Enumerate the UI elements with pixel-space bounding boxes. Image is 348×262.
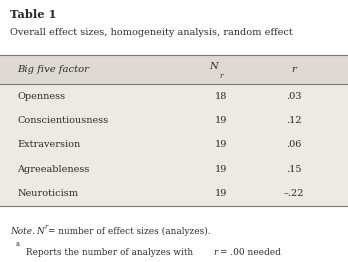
- Text: 19: 19: [215, 165, 227, 174]
- Text: r: r: [219, 72, 223, 80]
- Text: Openness: Openness: [17, 91, 65, 101]
- Text: 19: 19: [215, 116, 227, 125]
- Text: .15: .15: [286, 165, 302, 174]
- Text: Note.: Note.: [10, 227, 35, 236]
- Text: N: N: [209, 62, 218, 71]
- Text: Big five factor: Big five factor: [17, 65, 89, 74]
- Text: Overall effect sizes, homogeneity analysis, random effect: Overall effect sizes, homogeneity analys…: [10, 28, 293, 36]
- Text: Agreeableness: Agreeableness: [17, 165, 90, 174]
- Text: = .00 needed: = .00 needed: [220, 248, 281, 256]
- Text: Conscientiousness: Conscientiousness: [17, 116, 109, 125]
- Text: Extraversion: Extraversion: [17, 140, 81, 149]
- Text: 19: 19: [215, 189, 227, 198]
- Text: .03: .03: [286, 91, 302, 101]
- Text: 18: 18: [215, 91, 227, 101]
- Text: Table 1: Table 1: [10, 9, 57, 20]
- Text: –.22: –.22: [284, 189, 304, 198]
- Text: a: a: [16, 240, 19, 248]
- Bar: [0, 84, 348, 206]
- Bar: [0, 55, 348, 84]
- Text: Neuroticism: Neuroticism: [17, 189, 79, 198]
- Text: 19: 19: [215, 140, 227, 149]
- Text: .12: .12: [286, 116, 302, 125]
- Text: .06: .06: [286, 140, 302, 149]
- Text: r: r: [292, 65, 296, 74]
- Text: N: N: [36, 227, 44, 236]
- Text: = number of effect sizes (analyzes).: = number of effect sizes (analyzes).: [48, 227, 211, 236]
- Text: r: r: [213, 248, 217, 256]
- Text: r: r: [44, 223, 47, 232]
- Text: Reports the number of analyzes with: Reports the number of analyzes with: [26, 248, 193, 256]
